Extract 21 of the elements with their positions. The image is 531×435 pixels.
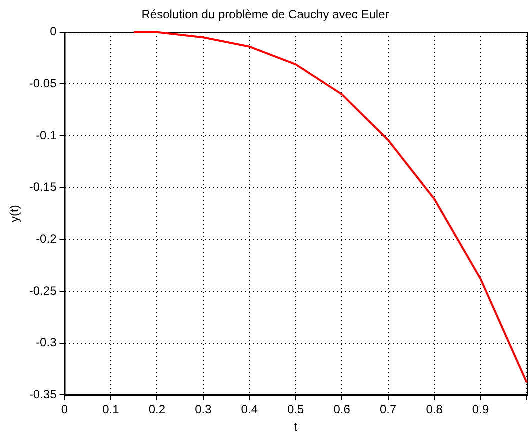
x-tick-label: 0.2 [148,402,166,417]
x-tick-label: 0 [61,402,68,417]
y-tick-label: -0.1 [36,128,58,142]
y-tick-label: -0.15 [29,180,58,194]
x-tick-label: 0.5 [288,402,305,417]
y-tick-label: 0 [50,24,58,39]
x-axis-title: t [294,420,298,434]
x-tick-label: 0.6 [334,402,351,417]
y-tick-label: -0.3 [36,336,58,350]
y-tick-label: -0.05 [29,76,58,91]
x-tick-label: 0.9 [472,402,490,417]
x-tick-label: 0.3 [195,402,212,417]
y-tick-label: -0.2 [36,232,58,246]
y-tick-label: -0.25 [29,284,58,298]
x-tick-label: 0.8 [426,402,444,417]
y-axis-title: y(t) [8,205,22,222]
x-tick-label: 0.4 [241,402,258,417]
x-tick-label: 0.7 [380,402,397,417]
y-tick-label: -0.35 [29,388,58,402]
chart-title: Résolution du problème de Cauchy avec Euler [142,8,390,22]
x-tick-label: 0.1 [102,402,120,417]
